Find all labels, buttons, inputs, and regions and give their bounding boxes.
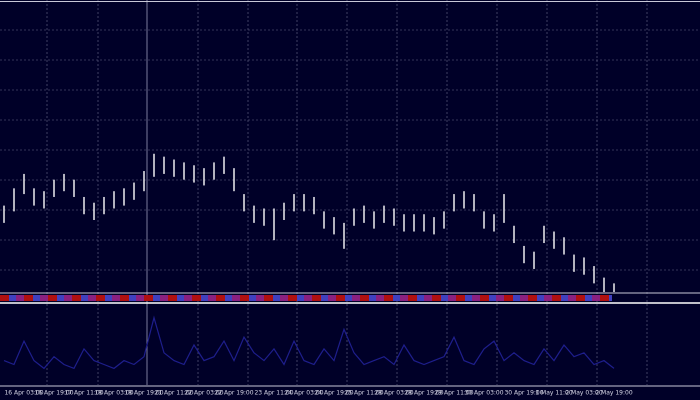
x-tick-label: 17 Apr 11:00 [64,390,103,397]
x-tick-label: 18 Apr 19:00 [124,390,163,397]
x-tick-label: 16 Apr 19:00 [34,390,73,397]
x-tick-label: 30 Apr 19:00 [504,390,543,397]
grid [0,0,700,385]
x-tick-label: 1 May 11:00 [535,390,573,397]
x-tick-label: 24 Apr 03:00 [284,390,323,397]
x-tick-label: 28 Apr 19:00 [404,390,443,397]
x-tick-label: 21 Apr 11:00 [154,390,193,397]
x-tick-label: 22 Apr 03:00 [184,390,223,397]
x-tick-label: 29 Apr 11:00 [434,390,473,397]
x-tick-label: 28 Apr 03:00 [374,390,413,397]
x-tick-label: 23 Apr 11:00 [254,390,293,397]
indicator-strip [0,295,612,301]
x-tick-label: 25 Apr 11:00 [344,390,383,397]
x-tick-label: 16 Apr 03:00 [4,390,43,397]
x-tick-label: 2 May 19:00 [595,390,633,397]
indicator-line [3,315,615,370]
x-tick-label: 18 Apr 03:00 [94,390,133,397]
x-tick-label: 2 May 03:00 [565,390,603,397]
x-tick-label: 22 Apr 19:00 [214,390,253,397]
x-tick-label: 30 Apr 03:00 [464,390,503,397]
x-tick-label: 24 Apr 19:00 [314,390,353,397]
